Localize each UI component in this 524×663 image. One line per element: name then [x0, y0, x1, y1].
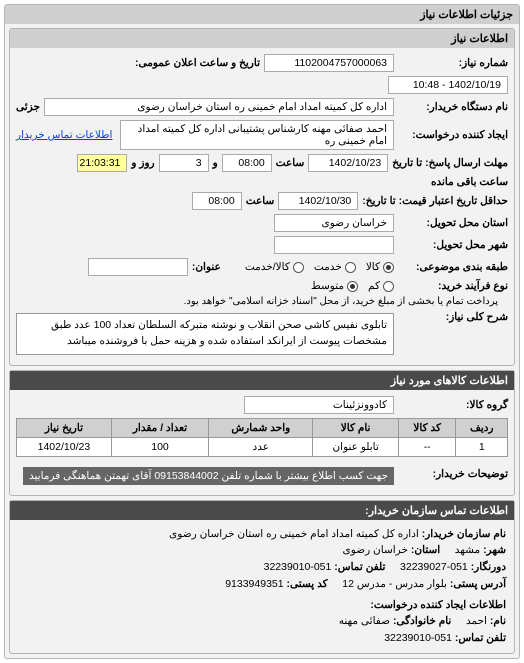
buyer-contact-link[interactable]: اطلاعات تماس خریدار [16, 129, 112, 141]
tel: 051-32239010 [264, 561, 332, 573]
cell-qty: 100 [111, 437, 208, 456]
niaz-no: 1102004757000063 [264, 54, 394, 72]
province2: خراسان رضوی [343, 544, 408, 556]
cell-idx: 1 [456, 437, 508, 456]
buyer-org-label: نام دستگاه خریدار: [398, 101, 508, 113]
panel2-title: اطلاعات کالاهای مورد نیاز [10, 371, 514, 390]
niaz-desc: تابلوی نفیس کاشی صحن انقلاب و نوشته متبر… [16, 313, 394, 355]
radio-mid[interactable] [347, 281, 358, 292]
opt-low: کم [368, 280, 380, 292]
validity-time: 08:00 [192, 192, 242, 210]
cell-code: -- [398, 437, 456, 456]
cell-name: تابلو عنوان [313, 437, 399, 456]
addr: بلوار مدرس - مدرس 12 [342, 578, 447, 590]
fax-label: دورنگار: [471, 561, 506, 573]
items-table: ردیف کد کالا نام کالا واحد شمارش تعداد /… [16, 418, 508, 457]
reply-date: 1402/10/23 [308, 154, 388, 172]
req-section-label: اطلاعات ایجاد کننده درخواست: [18, 597, 506, 614]
buyer-org: اداره کل کمیته امداد امام خمینی ره استان… [44, 98, 394, 116]
main-title: جزئیات اطلاعات نیاز [5, 5, 519, 24]
validity-label: حداقل تاریخ اعتبار قیمت: تا تاریخ: [362, 195, 508, 207]
fname-label: نام: [490, 615, 506, 627]
remain-label: ساعت باقی مانده [431, 176, 508, 188]
radio-low[interactable] [383, 281, 394, 292]
opt-kala: کالا [366, 261, 380, 273]
unit-field [88, 258, 188, 276]
province2-label: استان: [411, 544, 440, 556]
opt-both: کالا/خدمت [245, 261, 290, 273]
group-label: گروه کالا: [398, 399, 508, 411]
table-row: 1 -- تابلو عنوان عدد 100 1402/10/23 [17, 437, 508, 456]
th-date: تاریخ نیاز [17, 418, 112, 437]
province: خراسان رضوی [274, 214, 394, 232]
time-label-2: ساعت [246, 195, 275, 207]
radio-both[interactable] [293, 262, 304, 273]
panel1-title: اطلاعات نیاز [10, 29, 514, 48]
addr-label: آدرس پستی: [450, 578, 506, 590]
province-label: استان محل تحویل: [398, 217, 508, 229]
buyer-note-label: توضیحات خریدار: [398, 468, 508, 480]
fname: احمد [466, 615, 487, 627]
opt-khadamat: خدمت [314, 261, 342, 273]
city-label: شهر: [483, 544, 506, 556]
time-label-1: ساعت [276, 157, 305, 169]
panel3-title: اطلاعات تماس سازمان خریدار: [10, 501, 514, 520]
unit-label: عنوان: [192, 261, 221, 273]
reply-time: 08:00 [222, 154, 272, 172]
packing-label: طبقه بندی موضوعی: [398, 261, 508, 273]
th-code: کد کالا [398, 418, 456, 437]
reply-deadline-label: مهلت ارسال پاسخ: تا تاریخ [392, 157, 508, 169]
cell-unit: عدد [209, 437, 313, 456]
th-qty: تعداد / مقدار [111, 418, 208, 437]
type-radio-group: کالا خدمت کالا/خدمت [245, 261, 394, 273]
requester-label: ایجاد کننده درخواست: [398, 129, 508, 141]
lname: صفائی مهنه [339, 615, 390, 627]
opt-mid: متوسط [311, 280, 344, 292]
post-label: کد پستی: [287, 578, 328, 590]
tel-label: تلفن تماس: [334, 561, 385, 573]
th-row: ردیف [456, 418, 508, 437]
days-left: 3 [159, 154, 209, 172]
group-value: کادوونزئینات [244, 396, 394, 414]
cell-date: 1402/10/23 [17, 437, 112, 456]
radio-kala[interactable] [383, 262, 394, 273]
validity-date: 1402/10/30 [278, 192, 358, 210]
fax: 051-32239027 [400, 561, 468, 573]
post: 9133949351 [225, 578, 283, 590]
requester: احمد صفائی مهنه کارشناس پشتیبانی اداره ک… [120, 120, 394, 150]
lname-label: نام خانوادگی: [393, 615, 451, 627]
city-deliver-label: شهر محل تحویل: [398, 239, 508, 251]
and-label: و [213, 157, 218, 169]
purchase-note: پرداخت تمام یا بخشی از مبلغ خرید، از محل… [184, 296, 498, 307]
public-dt-label: تاریخ و ساعت اعلان عمومی: [135, 57, 260, 69]
th-name: نام کالا [313, 418, 399, 437]
purchase-radio-group: کم متوسط [311, 280, 394, 292]
city-deliver [274, 236, 394, 254]
org: اداره کل کمیته امداد امام خمینی ره استان… [169, 528, 419, 540]
th-unit: واحد شمارش [209, 418, 313, 437]
buyer-note: جهت کسب اطلاع بیشتر با شماره تلفن 091538… [23, 467, 394, 485]
niaz-no-label: شماره نیاز: [398, 57, 508, 69]
time-left: 21:03:31 [77, 154, 127, 172]
niaz-title-label: شرح کلی نیاز: [398, 311, 508, 323]
public-dt: 1402/10/19 - 10:48 [388, 76, 508, 94]
tel2-label: تلفن تماس: [455, 632, 506, 644]
radio-khadamat[interactable] [345, 262, 356, 273]
city: مشهد [455, 544, 480, 556]
partial-label: جزئی [16, 101, 40, 113]
tel2: 051-32239010 [384, 632, 452, 644]
days-label: روز و [131, 157, 154, 169]
org-label: نام سازمان خریدار: [422, 528, 506, 540]
purchase-type-label: نوع فرآیند خرید: [398, 280, 508, 292]
